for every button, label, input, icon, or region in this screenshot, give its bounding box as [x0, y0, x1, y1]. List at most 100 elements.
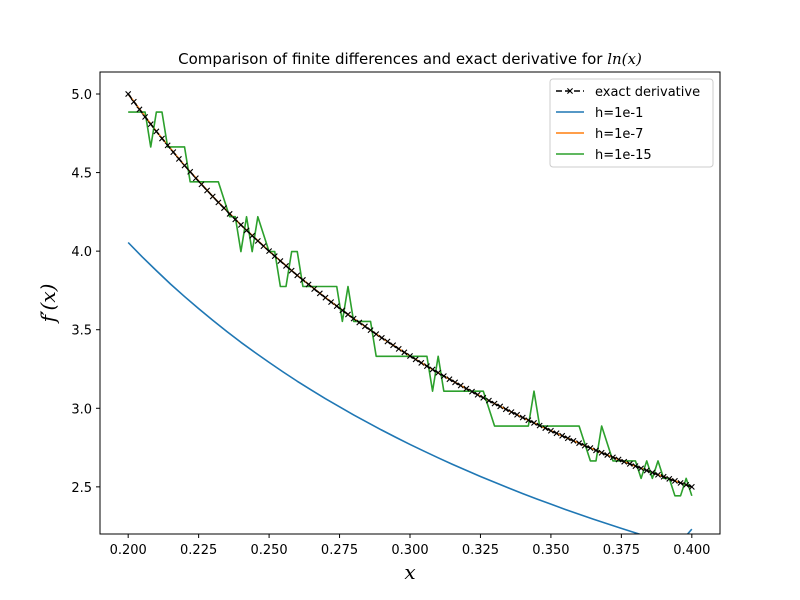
exact-derivative-marker — [655, 471, 661, 478]
legend-label-h-1e-1: h=1e-1 — [595, 106, 643, 121]
exact-derivative-marker — [593, 447, 599, 454]
x-tick-label: 0.325 — [462, 543, 499, 558]
exact-derivative-marker — [221, 205, 227, 212]
exact-derivative-marker — [390, 342, 397, 349]
exact-derivative-marker — [345, 311, 351, 318]
exact-derivative-marker — [581, 442, 588, 449]
exact-derivative-marker — [125, 91, 132, 97]
series-h-1e-1-line — [127, 241, 693, 534]
exact-derivative-marker — [469, 388, 475, 395]
exact-derivative-marker — [136, 106, 143, 113]
exact-derivative-marker — [660, 473, 667, 480]
exact-derivative-marker — [508, 409, 515, 416]
chart-title: Comparison of finite differences and exa… — [178, 50, 642, 68]
exact-derivative-marker — [153, 128, 160, 135]
exact-derivative-marker — [497, 403, 504, 410]
exact-derivative-marker — [576, 440, 583, 447]
y-tick-label: 4.0 — [71, 245, 92, 260]
exact-derivative-marker — [519, 414, 526, 421]
exact-derivative-marker — [609, 454, 616, 461]
legend-label-exact-derivative: exact derivative — [595, 85, 700, 100]
y-axis: 2.5 3.0 3.5 4.0 4.5 5.0 — [71, 88, 100, 496]
exact-derivative-marker — [283, 262, 289, 269]
exact-derivative-marker — [525, 417, 532, 424]
exact-derivative-marker — [384, 338, 391, 345]
exact-derivative-marker — [564, 435, 571, 442]
exact-derivative-marker — [192, 175, 199, 182]
exact-derivative-marker — [688, 483, 695, 490]
exact-derivative-marker — [356, 319, 363, 326]
exact-derivative-marker — [423, 363, 430, 370]
x-tick-label: 0.300 — [391, 543, 428, 558]
exact-derivative-marker — [147, 121, 154, 128]
x-tick-label: 0.250 — [250, 543, 287, 558]
exact-derivative-marker — [649, 469, 656, 476]
exact-derivative-marker — [311, 286, 318, 293]
exact-derivative-marker — [440, 373, 447, 380]
y-tick-label: 2.5 — [71, 481, 92, 496]
exact-derivative-marker — [322, 294, 329, 301]
exact-derivative-marker — [271, 253, 278, 260]
exact-derivative-marker — [418, 359, 425, 366]
exact-derivative-marker — [677, 479, 684, 486]
exact-derivative-marker — [632, 463, 639, 470]
exact-derivative-marker — [209, 193, 216, 200]
exact-derivative-marker — [463, 385, 470, 392]
exact-derivative-marker — [187, 168, 194, 175]
exact-derivative-marker — [350, 315, 357, 322]
exact-derivative-marker — [542, 425, 549, 432]
exact-derivative-marker — [237, 221, 244, 228]
exact-derivative-marker — [159, 135, 165, 142]
exact-derivative-marker — [598, 449, 605, 456]
exact-derivative-marker — [553, 430, 560, 437]
legend: exact derivative h=1e-1 h=1e-7 h=1e-15 — [549, 78, 714, 168]
exact-derivative-marker — [249, 232, 256, 239]
chart-title-prefix: Comparison of finite differences and exa… — [178, 50, 607, 68]
exact-derivative-marker — [604, 451, 611, 458]
exact-derivative-marker — [480, 394, 487, 401]
exact-derivative-marker — [621, 458, 628, 465]
exact-derivative-marker — [412, 356, 419, 363]
exact-derivative-marker — [401, 349, 408, 356]
exact-derivative-marker — [175, 155, 182, 162]
exact-derivative-marker — [485, 397, 492, 404]
exact-derivative-marker — [407, 352, 413, 359]
exact-derivative-marker — [170, 149, 177, 156]
exact-derivative-marker — [204, 187, 211, 194]
exact-derivative-marker — [491, 400, 498, 407]
exact-derivative-marker — [316, 290, 323, 297]
exact-derivative-marker — [164, 142, 171, 149]
exact-derivative-marker — [339, 307, 346, 314]
exact-derivative-marker — [299, 276, 306, 283]
y-axis-label: f′(x) — [36, 284, 60, 325]
exact-derivative-marker — [305, 281, 312, 288]
exact-derivative-marker — [570, 437, 577, 444]
exact-derivative-marker — [452, 379, 459, 386]
y-tick-label: 4.5 — [71, 167, 92, 182]
plot-layer — [125, 91, 695, 534]
y-tick-label: 5.0 — [71, 88, 92, 103]
exact-derivative-marker — [254, 237, 261, 244]
x-tick-label: 0.350 — [532, 543, 569, 558]
exact-derivative-marker — [243, 227, 250, 234]
exact-derivative-marker — [474, 391, 481, 398]
exact-derivative-marker — [361, 323, 368, 330]
exact-derivative-marker — [142, 113, 149, 120]
exact-derivative-marker — [615, 456, 622, 463]
exact-derivative-marker — [333, 303, 340, 310]
exact-derivative-marker — [435, 369, 442, 376]
legend-marker-exact-derivative — [567, 88, 573, 94]
exact-derivative-marker — [587, 445, 594, 452]
exact-derivative-marker — [502, 406, 509, 413]
exact-derivative-marker — [266, 248, 273, 255]
x-axis-label: x — [404, 560, 415, 584]
legend-label-h-1e-7: h=1e-7 — [595, 127, 643, 142]
exact-derivative-marker — [373, 331, 380, 338]
x-tick-label: 0.225 — [180, 543, 217, 558]
exact-derivative-marker — [547, 427, 554, 434]
legend-label-h-1e-15: h=1e-15 — [595, 148, 652, 163]
exact-derivative-marker — [198, 181, 205, 188]
exact-derivative-marker — [328, 299, 335, 306]
x-axis: 0.200 0.225 0.250 0.275 0.300 0.325 0.350 0.375… — [110, 534, 710, 558]
